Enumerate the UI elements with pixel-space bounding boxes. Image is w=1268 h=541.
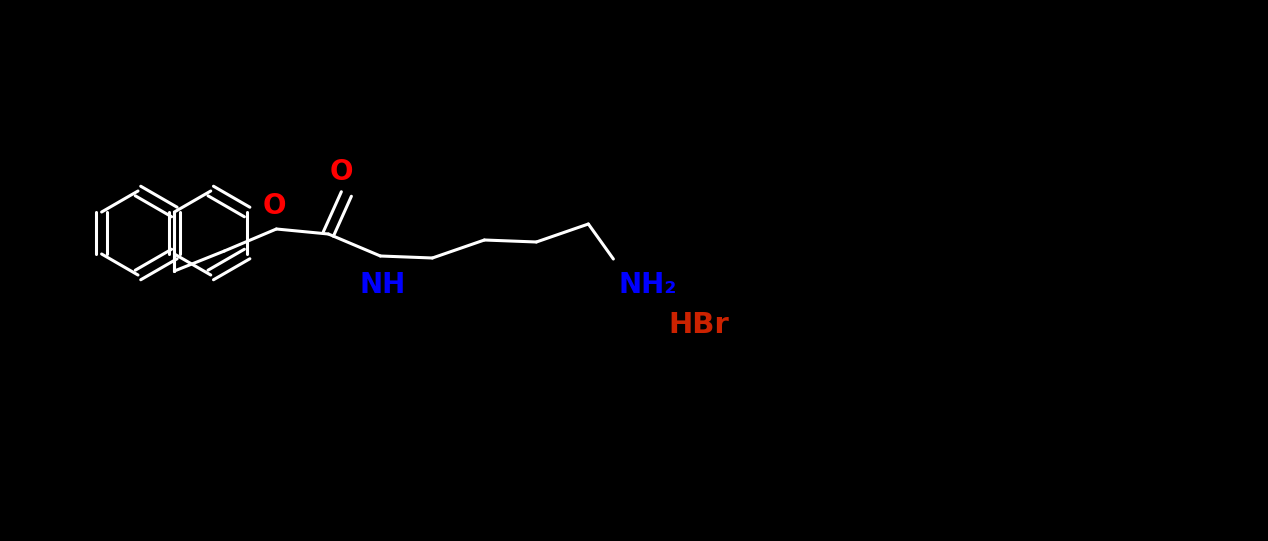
Text: NH: NH [359,271,406,299]
Text: O: O [262,192,287,220]
Text: NH₂: NH₂ [619,271,677,299]
Text: HBr: HBr [668,311,729,339]
Text: O: O [330,158,353,186]
